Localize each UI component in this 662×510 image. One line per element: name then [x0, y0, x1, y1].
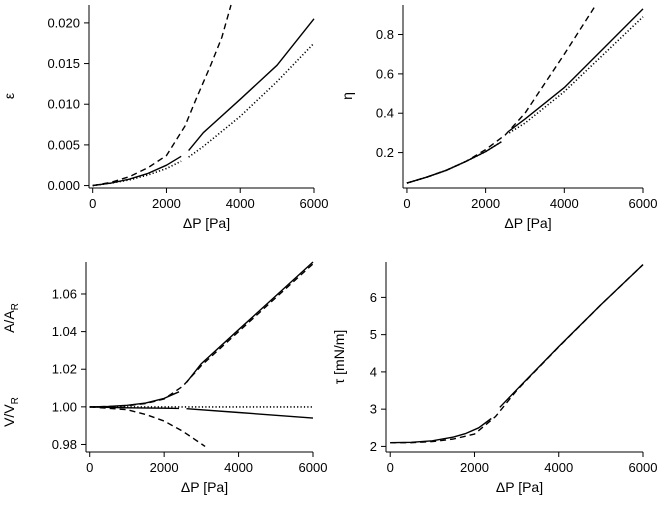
series-line-solid — [188, 18, 315, 152]
series-line-dotted — [92, 160, 182, 187]
series-line-dashed — [406, 4, 597, 184]
x-tick-label: 4000 — [544, 460, 573, 475]
x-tick-label: 4000 — [226, 196, 255, 211]
y-axis-title-area: A/AR — [1, 303, 21, 333]
y-axis-title: ε — [1, 93, 17, 99]
series-line-dashed — [89, 406, 206, 447]
series-line-solid — [406, 141, 502, 184]
x-tick-label: 0 — [86, 460, 93, 475]
y-tick-label: 0.4 — [376, 106, 394, 121]
x-tick-label: 4000 — [224, 460, 253, 475]
y-tick-label: 0.2 — [376, 145, 394, 160]
x-tick-label: 6000 — [629, 196, 658, 211]
series-line-dashed — [390, 264, 644, 444]
y-tick-label: 0.005 — [47, 137, 80, 152]
series-line-solid — [508, 8, 644, 132]
y-tick-label: 6 — [370, 290, 377, 305]
y-tick-label: 0.020 — [47, 15, 80, 30]
y-tick-label: 0.8 — [376, 27, 394, 42]
series-line-dotted — [188, 42, 315, 158]
y-tick-label: 1.06 — [52, 286, 77, 301]
series-line-solid — [185, 261, 314, 383]
x-axis-title: ΔP [Pa] — [183, 215, 230, 231]
x-tick-label: 0 — [387, 460, 394, 475]
x-tick-label: 0 — [89, 196, 96, 211]
series-line-solid — [92, 155, 182, 187]
x-tick-label: 6000 — [629, 460, 658, 475]
chart-area-volume: 0 2000 4000 6000 0.98 1.00 1.02 1.04 1.06 ΔP [Pa]… — [1, 261, 328, 495]
chart-eta: 0 2000 4000 6000 0.2 0.4 0.6 0.8 ΔP [Pa] η — [339, 4, 658, 231]
y-tick-label: 1.02 — [52, 362, 77, 377]
y-tick-label: 2 — [370, 439, 377, 454]
x-tick-label: 2000 — [460, 460, 489, 475]
x-tick-label: 2000 — [150, 460, 179, 475]
series-line-dashed — [89, 263, 314, 408]
series-line-dotted — [406, 141, 502, 184]
y-tick-label: 0.6 — [376, 66, 394, 81]
x-tick-label: 2000 — [152, 196, 181, 211]
y-tick-label: 0.000 — [47, 178, 80, 193]
y-axis-title: τ [mN/m] — [331, 330, 347, 385]
chart-tau: 0 2000 4000 6000 2 3 4 5 6 ΔP [Pa] τ [mN/m] — [331, 262, 657, 495]
y-tick-label: 0.98 — [52, 437, 77, 452]
series-line-dotted — [508, 16, 644, 134]
y-axis-title-volume: V/VR — [1, 397, 21, 427]
series-line-solid — [186, 408, 314, 419]
series-line-solid — [390, 417, 492, 444]
y-tick-label: 4 — [370, 364, 377, 379]
series-line-solid — [89, 406, 180, 410]
series-line-dashed — [92, 4, 232, 187]
x-tick-label: 4000 — [550, 196, 579, 211]
y-tick-label: 3 — [370, 402, 377, 417]
x-tick-label: 2000 — [471, 196, 500, 211]
x-tick-label: 0 — [403, 196, 410, 211]
y-tick-label: 1.04 — [52, 324, 77, 339]
y-axis-title: η — [339, 92, 355, 100]
x-axis-title: ΔP [Pa] — [496, 479, 543, 495]
x-tick-label: 6000 — [300, 196, 329, 211]
x-axis-title: ΔP [Pa] — [181, 479, 228, 495]
x-tick-label: 6000 — [299, 460, 328, 475]
y-tick-label: 0.015 — [47, 56, 80, 71]
y-tick-label: 1.00 — [52, 399, 77, 414]
chart-epsilon: 0 2000 4000 6000 0.000 0.005 0.010 0.015 0.020 ΔP… — [1, 4, 329, 231]
y-tick-label: 0.010 — [47, 97, 80, 112]
x-axis-title: ΔP [Pa] — [504, 215, 551, 231]
y-tick-label: 5 — [370, 327, 377, 342]
